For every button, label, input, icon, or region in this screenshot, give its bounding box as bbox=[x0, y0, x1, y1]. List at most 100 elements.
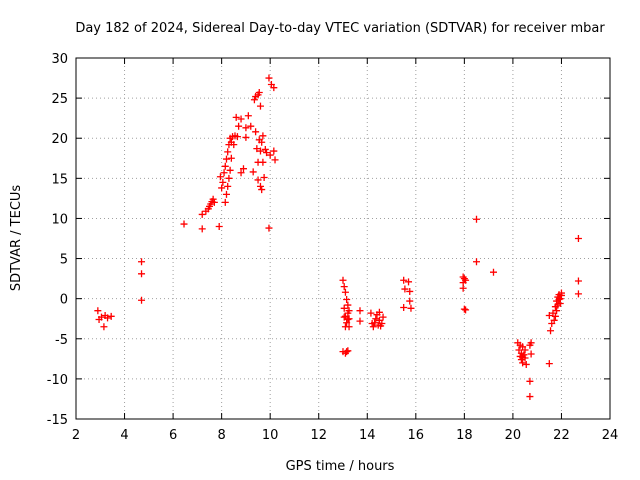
data-point bbox=[220, 169, 228, 177]
x-tick-label: 4 bbox=[120, 428, 128, 443]
data-point bbox=[260, 174, 268, 182]
data-point bbox=[226, 166, 234, 174]
data-point bbox=[215, 222, 223, 230]
data-point bbox=[107, 312, 115, 320]
data-point bbox=[259, 158, 267, 166]
data-point bbox=[256, 102, 264, 110]
data-point bbox=[473, 258, 480, 266]
data-point bbox=[545, 312, 553, 320]
data-point bbox=[372, 315, 380, 323]
grid bbox=[76, 58, 610, 419]
chart-title: Day 182 of 2024, Sidereal Day-to-day VTE… bbox=[75, 21, 605, 36]
data-point bbox=[371, 319, 379, 327]
data-point bbox=[237, 169, 245, 177]
data-point bbox=[341, 288, 349, 296]
y-tick-label: -15 bbox=[47, 413, 68, 428]
data-point bbox=[527, 339, 535, 347]
data-point bbox=[265, 224, 273, 232]
y-tick-label: 25 bbox=[51, 92, 68, 107]
data-point bbox=[522, 360, 530, 368]
data-point bbox=[343, 319, 351, 327]
data-point bbox=[344, 347, 352, 355]
data-point bbox=[138, 270, 146, 278]
data-point bbox=[462, 306, 470, 314]
data-point bbox=[225, 174, 233, 182]
data-point bbox=[340, 304, 348, 312]
data-point bbox=[210, 198, 218, 206]
y-tick-label: -10 bbox=[47, 373, 68, 388]
data-point bbox=[271, 156, 279, 164]
x-tick-label: 2 bbox=[72, 428, 80, 443]
data-point bbox=[224, 148, 232, 156]
data-point bbox=[344, 316, 352, 324]
data-point bbox=[340, 313, 348, 321]
data-point bbox=[375, 308, 383, 316]
data-point bbox=[252, 128, 260, 136]
data-point bbox=[198, 210, 206, 218]
data-point bbox=[259, 132, 267, 140]
data-point bbox=[356, 307, 364, 315]
data-point bbox=[526, 377, 534, 385]
data-point bbox=[222, 155, 230, 163]
data-point bbox=[574, 277, 582, 285]
data-point bbox=[237, 115, 245, 123]
data-point bbox=[489, 268, 497, 276]
data-point bbox=[270, 84, 278, 92]
data-point bbox=[519, 359, 527, 367]
data-point bbox=[255, 88, 263, 96]
data-point bbox=[550, 316, 558, 324]
data-point bbox=[221, 198, 229, 206]
data-point bbox=[218, 184, 226, 192]
data-point bbox=[247, 122, 255, 130]
y-tick-label: 20 bbox=[51, 132, 68, 147]
data-point bbox=[343, 295, 351, 303]
data-point bbox=[400, 276, 408, 284]
data-point bbox=[138, 296, 146, 304]
data-point bbox=[343, 348, 351, 356]
data-point bbox=[369, 323, 377, 331]
x-tick-label: 22 bbox=[553, 428, 570, 443]
data-point bbox=[344, 301, 352, 309]
plot-frame bbox=[75, 57, 611, 420]
data-point bbox=[100, 323, 108, 331]
data-point bbox=[555, 295, 563, 303]
x-tick-label: 6 bbox=[169, 428, 177, 443]
data-point bbox=[574, 290, 582, 298]
data-point bbox=[263, 149, 271, 157]
data-point bbox=[557, 289, 565, 297]
data-point bbox=[556, 299, 564, 307]
data-point bbox=[138, 258, 146, 266]
data-point bbox=[242, 124, 250, 132]
data-point bbox=[340, 283, 348, 291]
data-point bbox=[253, 145, 261, 153]
data-point bbox=[473, 215, 480, 223]
data-point bbox=[222, 190, 230, 198]
data-point bbox=[379, 313, 387, 321]
data-point bbox=[227, 154, 235, 162]
data-points bbox=[94, 74, 582, 401]
y-axis-label: SDTVAR / TECUs bbox=[9, 185, 24, 292]
x-tick-label: 12 bbox=[310, 428, 327, 443]
x-tick-label: 10 bbox=[262, 428, 279, 443]
data-point bbox=[233, 133, 241, 141]
data-point bbox=[239, 165, 247, 173]
data-point bbox=[407, 304, 415, 312]
data-point bbox=[180, 220, 188, 228]
y-tick-label: 5 bbox=[60, 253, 68, 268]
x-tick-label: 8 bbox=[217, 428, 225, 443]
data-point bbox=[230, 141, 238, 149]
data-point bbox=[547, 327, 555, 335]
data-point bbox=[356, 317, 364, 325]
data-point bbox=[258, 138, 266, 146]
data-point bbox=[249, 168, 257, 176]
data-point bbox=[406, 287, 414, 295]
data-point bbox=[219, 178, 227, 186]
data-point bbox=[521, 354, 529, 362]
data-point bbox=[545, 360, 553, 368]
data-point bbox=[266, 151, 274, 159]
data-point bbox=[265, 74, 273, 82]
data-point bbox=[367, 309, 375, 317]
data-point bbox=[250, 96, 258, 104]
data-point bbox=[460, 305, 468, 313]
